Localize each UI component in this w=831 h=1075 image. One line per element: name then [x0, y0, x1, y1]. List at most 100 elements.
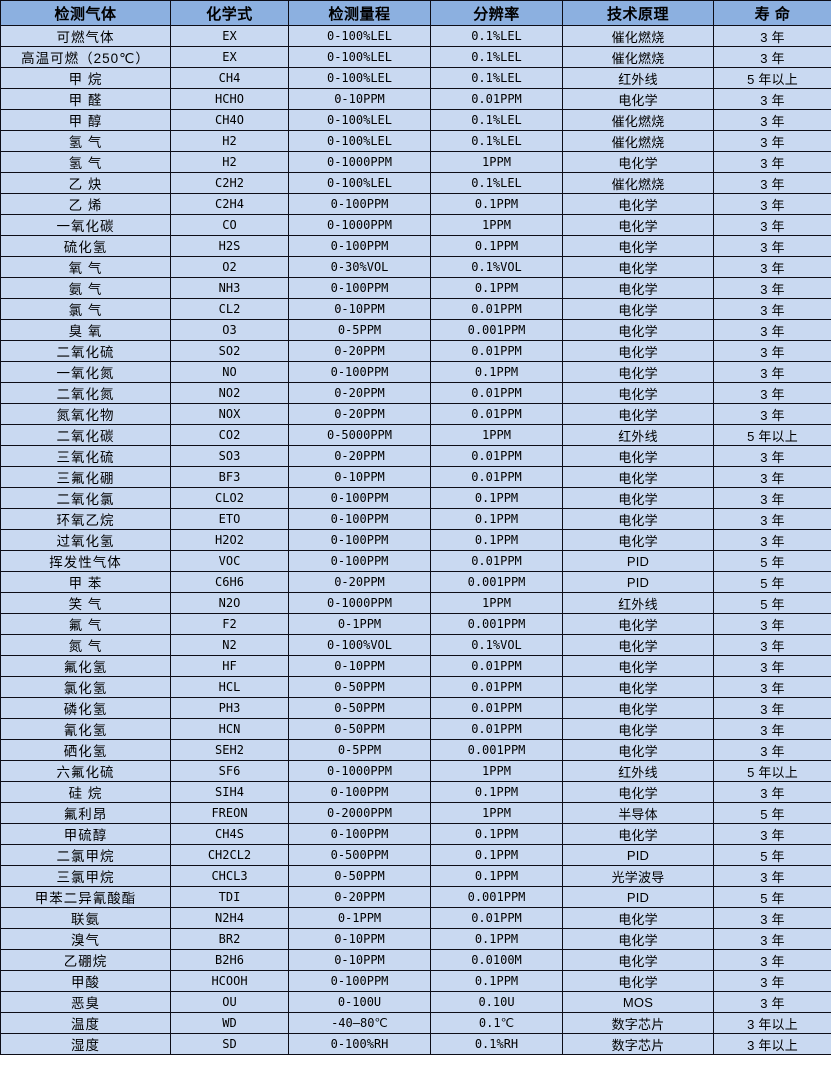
cell-range: 0-100PPM [288, 487, 431, 509]
cell-formula: EX [170, 46, 289, 68]
table-row: 臭 氧 O3 0-5PPM 0.001PPM 电化学 3 年 [0, 319, 831, 341]
cell-technology: 半导体 [562, 802, 714, 824]
cell-lifetime: 5 年 [713, 844, 831, 866]
cell-lifetime: 3 年 [713, 718, 831, 740]
cell-lifetime: 3 年 [713, 256, 831, 278]
cell-resolution: 0.1%VOL [430, 256, 563, 278]
cell-resolution: 0.0100M [430, 949, 563, 971]
cell-lifetime: 3 年 [713, 697, 831, 719]
cell-gas: 氧 气 [0, 256, 171, 278]
cell-lifetime: 5 年以上 [713, 67, 831, 89]
cell-range: 0-1000PPM [288, 214, 431, 236]
cell-resolution: 0.01PPM [430, 88, 563, 110]
cell-range: 0-10PPM [288, 298, 431, 320]
cell-resolution: 0.1PPM [430, 844, 563, 866]
cell-technology: 电化学 [562, 970, 714, 992]
cell-lifetime: 3 年 [713, 340, 831, 362]
cell-technology: 催化燃烧 [562, 109, 714, 131]
cell-gas: 笑 气 [0, 592, 171, 614]
cell-range: 0-100%LEL [288, 172, 431, 194]
cell-resolution: 0.1PPM [430, 193, 563, 215]
cell-formula: OU [170, 991, 289, 1013]
cell-technology: 电化学 [562, 361, 714, 383]
cell-technology: 光学波导 [562, 865, 714, 887]
cell-formula: SO3 [170, 445, 289, 467]
cell-formula: O2 [170, 256, 289, 278]
table-row: 甲 苯 C6H6 0-20PPM 0.001PPM PID 5 年 [0, 571, 831, 593]
cell-gas: 氯 气 [0, 298, 171, 320]
cell-lifetime: 3 年 [713, 487, 831, 509]
cell-gas: 二氧化氮 [0, 382, 171, 404]
cell-technology: 电化学 [562, 403, 714, 425]
cell-gas: 氰化氢 [0, 718, 171, 740]
cell-technology: 电化学 [562, 781, 714, 803]
cell-range: 0-50PPM [288, 676, 431, 698]
cell-range: 0-1PPM [288, 613, 431, 635]
cell-gas: 甲硫醇 [0, 823, 171, 845]
cell-resolution: 0.10U [430, 991, 563, 1013]
cell-technology: 电化学 [562, 382, 714, 404]
cell-range: 0-100%LEL [288, 67, 431, 89]
cell-gas: 乙硼烷 [0, 949, 171, 971]
cell-gas: 二氧化硫 [0, 340, 171, 362]
cell-range: 0-20PPM [288, 382, 431, 404]
cell-lifetime: 3 年以上 [713, 1033, 831, 1055]
cell-gas: 过氧化氢 [0, 529, 171, 551]
table-row: 过氧化氢 H2O2 0-100PPM 0.1PPM 电化学 3 年 [0, 529, 831, 551]
table-row: 溴气 BR2 0-10PPM 0.1PPM 电化学 3 年 [0, 928, 831, 950]
cell-lifetime: 3 年 [713, 25, 831, 47]
cell-technology: 电化学 [562, 193, 714, 215]
cell-formula: CLO2 [170, 487, 289, 509]
cell-range: 0-100%LEL [288, 46, 431, 68]
cell-formula: C6H6 [170, 571, 289, 593]
table-row: 乙 炔 C2H2 0-100%LEL 0.1%LEL 催化燃烧 3 年 [0, 172, 831, 194]
cell-formula: H2O2 [170, 529, 289, 551]
cell-lifetime: 3 年 [713, 361, 831, 383]
cell-lifetime: 3 年 [713, 235, 831, 257]
cell-gas: 甲 醛 [0, 88, 171, 110]
cell-resolution: 1PPM [430, 592, 563, 614]
cell-gas: 二氧化氯 [0, 487, 171, 509]
cell-resolution: 0.01PPM [430, 718, 563, 740]
cell-formula: HCHO [170, 88, 289, 110]
cell-technology: PID [562, 571, 714, 593]
table-row: 笑 气 N2O 0-1000PPM 1PPM 红外线 5 年 [0, 592, 831, 614]
cell-gas: 甲 醇 [0, 109, 171, 131]
cell-range: 0-100PPM [288, 781, 431, 803]
cell-resolution: 0.1PPM [430, 508, 563, 530]
cell-gas: 硫化氢 [0, 235, 171, 257]
cell-range: 0-20PPM [288, 340, 431, 362]
cell-technology: 数字芯片 [562, 1033, 714, 1055]
cell-range: 0-1000PPM [288, 151, 431, 173]
cell-gas: 二氧化碳 [0, 424, 171, 446]
cell-range: 0-100%LEL [288, 109, 431, 131]
cell-technology: 电化学 [562, 445, 714, 467]
cell-range: 0-50PPM [288, 865, 431, 887]
cell-range: 0-10PPM [288, 88, 431, 110]
cell-resolution: 1PPM [430, 424, 563, 446]
cell-gas: 联氨 [0, 907, 171, 929]
cell-gas: 甲 烷 [0, 67, 171, 89]
table-row: 氢 气 H2 0-1000PPM 1PPM 电化学 3 年 [0, 151, 831, 173]
cell-technology: 电化学 [562, 676, 714, 698]
cell-lifetime: 3 年 [713, 319, 831, 341]
cell-technology: 电化学 [562, 697, 714, 719]
cell-lifetime: 3 年 [713, 466, 831, 488]
table-row: 二氧化碳 CO2 0-5000PPM 1PPM 红外线 5 年以上 [0, 424, 831, 446]
cell-technology: 电化学 [562, 256, 714, 278]
cell-formula: VOC [170, 550, 289, 572]
cell-lifetime: 3 年 [713, 928, 831, 950]
cell-formula: BR2 [170, 928, 289, 950]
cell-formula: SF6 [170, 760, 289, 782]
cell-range: 0-10PPM [288, 466, 431, 488]
cell-lifetime: 3 年 [713, 865, 831, 887]
cell-formula: N2O [170, 592, 289, 614]
cell-gas: 三氧化硫 [0, 445, 171, 467]
cell-range: 0-1000PPM [288, 592, 431, 614]
table-row: 湿度 SD 0-100%RH 0.1%RH 数字芯片 3 年以上 [0, 1033, 831, 1055]
cell-technology: 红外线 [562, 592, 714, 614]
cell-technology: 电化学 [562, 319, 714, 341]
cell-resolution: 0.1%LEL [430, 25, 563, 47]
cell-formula: NH3 [170, 277, 289, 299]
cell-resolution: 0.1PPM [430, 277, 563, 299]
